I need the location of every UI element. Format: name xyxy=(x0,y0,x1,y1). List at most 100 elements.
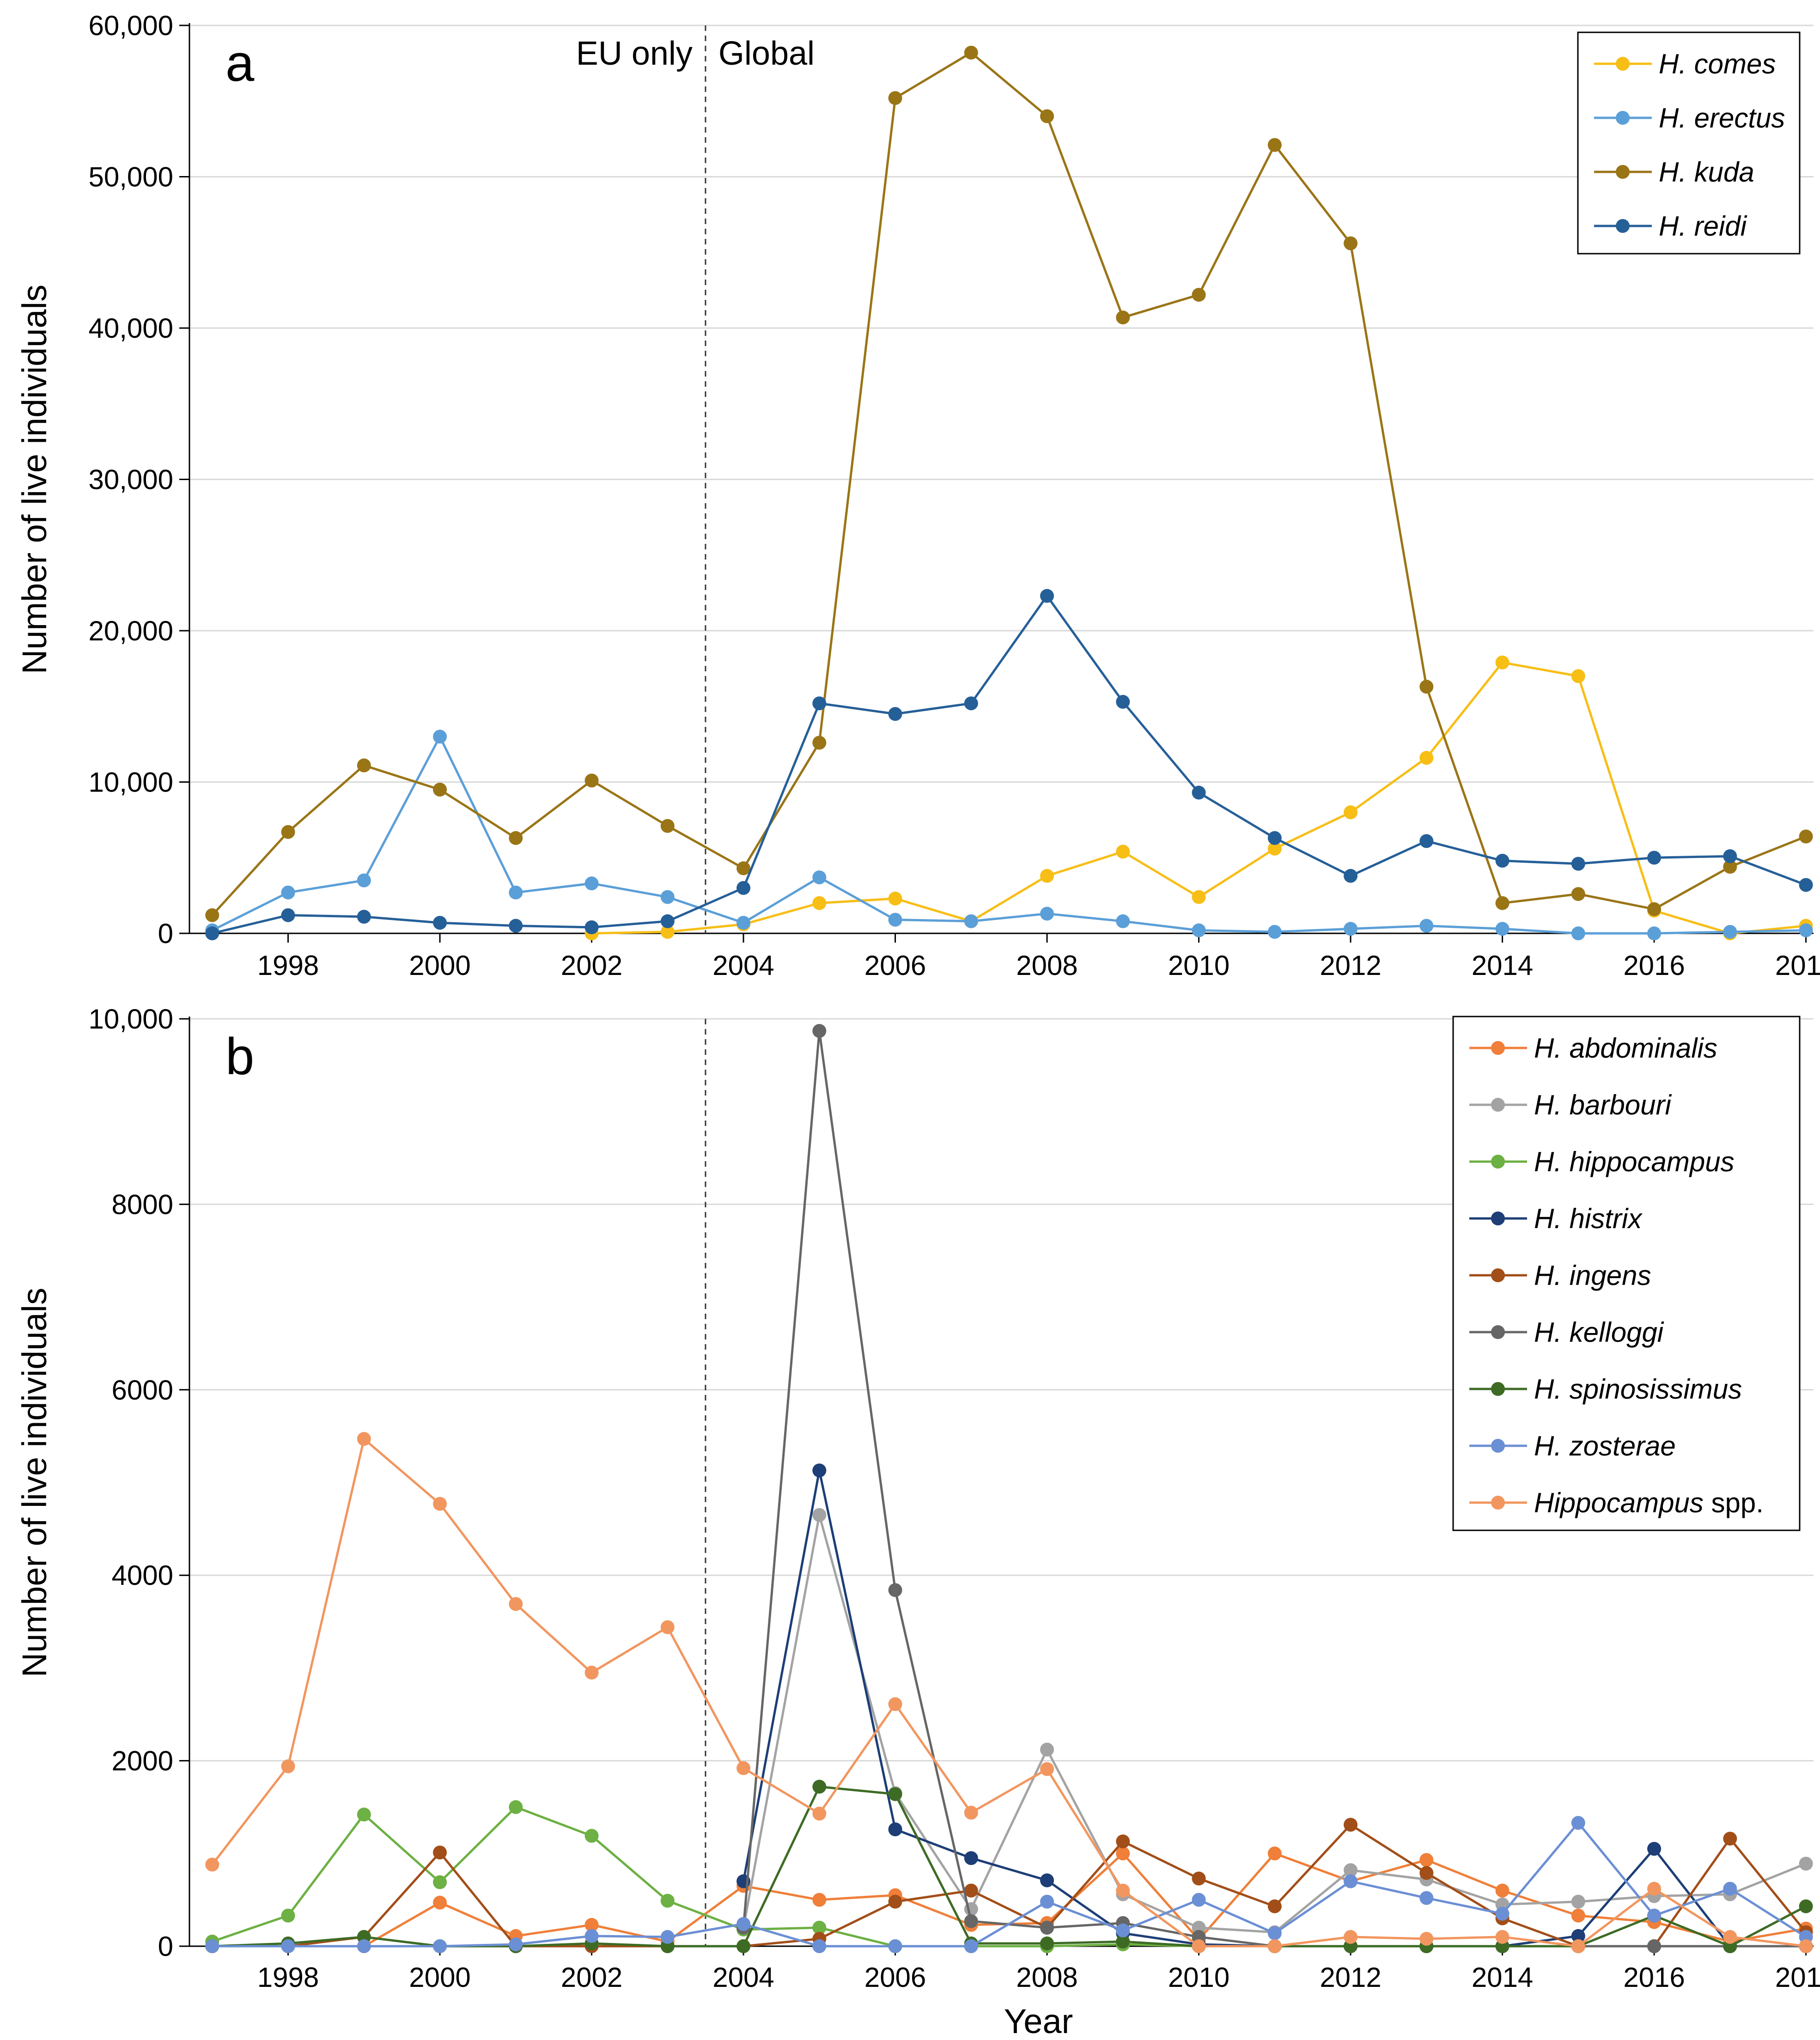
data-point-hippocampus-spp xyxy=(1799,1939,1813,1953)
data-point-h-kelloggi xyxy=(1040,1920,1054,1935)
data-point-h-kuda xyxy=(812,736,827,750)
data-point-h-erectus xyxy=(737,916,751,930)
series-line-h-reidi xyxy=(212,595,1807,935)
data-point-h-hippocampus xyxy=(812,1920,827,1935)
data-point-h-reidi xyxy=(1799,878,1813,892)
data-point-h-erectus xyxy=(964,914,978,928)
legend-swatch-marker-h-zosterae xyxy=(1491,1439,1505,1453)
data-point-h-spinosissimus xyxy=(1799,1899,1813,1913)
legend-swatch-marker-h-erectus xyxy=(1616,111,1630,125)
data-point-hippocampus-spp xyxy=(509,1597,523,1611)
data-point-h-kuda xyxy=(584,773,599,788)
data-point-hippocampus-spp xyxy=(1495,1930,1510,1944)
series-line-h-barbouri xyxy=(742,1514,1807,1934)
data-point-h-kuda xyxy=(1799,829,1813,844)
region-label-eu-only: EU only xyxy=(576,35,693,72)
data-point-h-kuda xyxy=(1647,902,1662,916)
y-tick-label: 30,000 xyxy=(88,464,173,495)
data-point-h-erectus xyxy=(281,885,295,900)
y-tick-label: 10,000 xyxy=(88,767,173,798)
data-point-h-hippocampus xyxy=(281,1908,295,1923)
legend-label-italic: Hippocampus xyxy=(1534,1487,1704,1518)
legend-label-italic: H. ingens xyxy=(1534,1260,1651,1291)
data-point-h-kuda xyxy=(737,861,751,876)
y-tick-label: 20,000 xyxy=(88,615,173,646)
legend-label-italic: H. spinosissimus xyxy=(1534,1374,1742,1405)
x-axis-label: Year xyxy=(1004,2002,1073,2040)
legend-label-italic: H. barbouri xyxy=(1534,1090,1672,1120)
data-point-h-zosterae xyxy=(888,1939,902,1953)
series-line-h-kuda xyxy=(211,51,1807,916)
data-point-h-erectus xyxy=(357,873,371,888)
data-point-h-erectus xyxy=(1571,926,1585,940)
data-point-h-abdominalis xyxy=(812,1893,827,1907)
data-point-h-erectus xyxy=(509,885,523,900)
data-point-h-erectus xyxy=(1647,926,1662,940)
x-tick-label: 2016 xyxy=(1623,950,1685,981)
data-point-h-ingens xyxy=(1344,1818,1358,1832)
x-tick-label: 2018 xyxy=(1775,1962,1820,1993)
data-point-hippocampus-spp xyxy=(584,1665,599,1680)
data-point-h-zosterae xyxy=(205,1939,219,1953)
data-point-h-ingens xyxy=(964,1883,978,1898)
x-tick-label: 2004 xyxy=(712,1962,774,1993)
legend-box xyxy=(1577,31,1801,255)
panel-letter: a xyxy=(225,34,255,92)
data-point-h-reidi xyxy=(281,908,295,922)
y-tick-label: 50,000 xyxy=(88,162,173,193)
data-point-h-zosterae xyxy=(584,1929,599,1943)
x-tick-label: 2004 xyxy=(712,950,774,981)
data-point-h-kuda xyxy=(1495,896,1510,910)
y-tick-label: 0 xyxy=(158,918,173,949)
legend-label-h-reidi: H. reidi xyxy=(1659,211,1747,242)
y-tick-label: 0 xyxy=(158,1931,173,1962)
data-point-h-erectus xyxy=(1267,925,1282,939)
legend-swatch-marker-h-histrix xyxy=(1491,1212,1505,1225)
data-point-h-histrix xyxy=(1040,1873,1054,1888)
data-point-h-zosterae xyxy=(964,1939,978,1953)
series-line-h-zosterae xyxy=(212,1821,1807,1948)
data-point-h-abdominalis xyxy=(1116,1846,1130,1861)
legend-swatch-marker-h-hippocampus xyxy=(1491,1155,1505,1169)
legend-swatch-marker-hippocampus-spp xyxy=(1491,1496,1505,1510)
x-tick-label: 1998 xyxy=(257,1962,319,1993)
data-point-h-comes xyxy=(1267,841,1282,856)
legend-label-h-abdominalis: H. abdominalis xyxy=(1534,1033,1717,1064)
x-tick-label: 2012 xyxy=(1320,1962,1381,1993)
legend-swatch-marker-h-kelloggi xyxy=(1491,1325,1505,1339)
data-point-h-comes xyxy=(1344,805,1358,819)
y-tick-label: 10,000 xyxy=(88,1004,173,1035)
data-point-h-erectus xyxy=(1495,922,1510,936)
data-point-h-kuda xyxy=(1267,138,1282,152)
data-point-h-zosterae xyxy=(1116,1923,1130,1937)
data-point-h-erectus xyxy=(433,730,447,744)
data-point-h-kuda xyxy=(888,91,902,105)
data-point-h-comes xyxy=(888,891,902,906)
data-point-hippocampus-spp xyxy=(281,1759,295,1773)
data-point-h-erectus xyxy=(1723,925,1737,939)
data-point-h-kelloggi xyxy=(1647,1939,1662,1953)
data-point-h-hippocampus xyxy=(660,1894,675,1908)
data-point-h-zosterae xyxy=(1192,1893,1206,1907)
data-point-h-ingens xyxy=(1723,1832,1737,1846)
legend-label-hippocampus-spp: Hippocampus spp. xyxy=(1534,1487,1764,1518)
data-point-h-kuda xyxy=(1116,311,1130,325)
data-point-h-reidi xyxy=(1192,786,1206,800)
data-point-h-reidi xyxy=(888,707,902,721)
data-point-hippocampus-spp xyxy=(1571,1939,1585,1953)
series-line-h-histrix xyxy=(742,1469,1806,1948)
data-point-h-reidi xyxy=(1419,834,1434,848)
data-point-h-hippocampus xyxy=(584,1829,599,1843)
data-point-h-reidi xyxy=(1571,857,1585,871)
data-point-hippocampus-spp xyxy=(1419,1931,1434,1946)
data-point-h-reidi xyxy=(1344,869,1358,883)
data-point-hippocampus-spp xyxy=(1647,1882,1662,1896)
legend-label-suffix: spp. xyxy=(1704,1487,1764,1518)
data-point-h-kelloggi xyxy=(888,1583,902,1597)
data-point-h-histrix xyxy=(1647,1842,1662,1856)
data-point-h-reidi xyxy=(964,696,978,711)
data-point-h-reidi xyxy=(1116,694,1130,709)
x-tick-label: 2000 xyxy=(409,950,470,981)
legend-swatch-marker-h-ingens xyxy=(1491,1268,1505,1282)
data-point-h-reidi xyxy=(1647,851,1662,865)
